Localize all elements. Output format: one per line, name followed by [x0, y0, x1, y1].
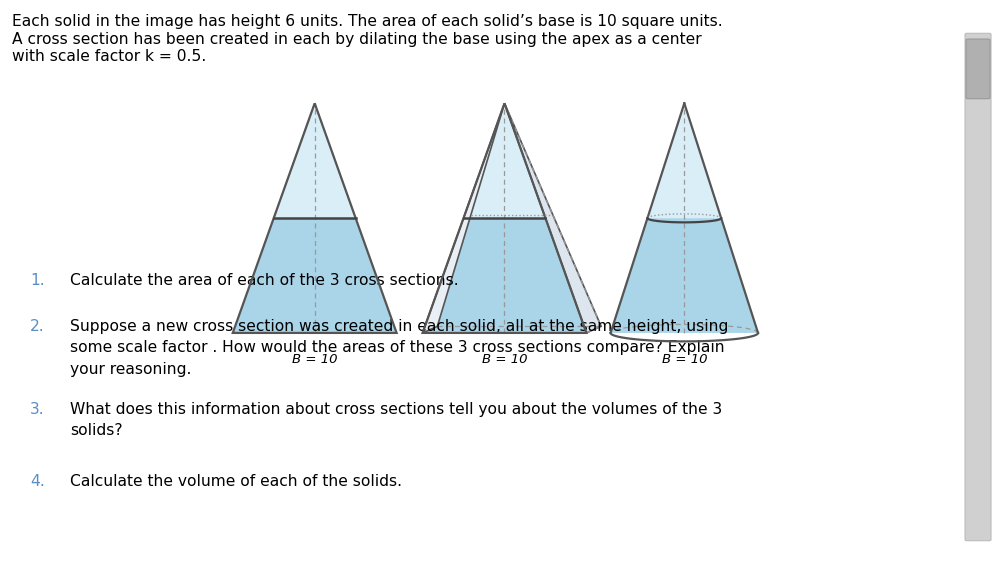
Polygon shape — [423, 218, 586, 333]
Text: Each solid in the image has height 6 units. The area of each solid’s base is 10 : Each solid in the image has height 6 uni… — [12, 14, 722, 29]
Polygon shape — [233, 218, 397, 333]
Polygon shape — [464, 103, 545, 218]
Text: with scale factor k = 0.5.: with scale factor k = 0.5. — [12, 49, 206, 64]
Polygon shape — [647, 103, 721, 218]
Text: 2.: 2. — [30, 319, 45, 333]
Text: B = 10: B = 10 — [661, 353, 707, 366]
FancyBboxPatch shape — [966, 39, 990, 99]
Text: 1.: 1. — [30, 273, 45, 288]
Text: 4.: 4. — [30, 474, 45, 488]
Text: B = 10: B = 10 — [482, 353, 527, 366]
FancyBboxPatch shape — [965, 33, 991, 541]
Text: 3.: 3. — [30, 402, 45, 417]
Text: A cross section has been created in each by dilating the base using the apex as : A cross section has been created in each… — [12, 32, 701, 46]
Polygon shape — [610, 218, 758, 333]
Text: Calculate the area of each of the 3 cross sections.: Calculate the area of each of the 3 cros… — [70, 273, 459, 288]
Polygon shape — [274, 103, 356, 218]
Polygon shape — [423, 103, 504, 333]
Text: B = 10: B = 10 — [292, 353, 338, 366]
Text: Suppose a new cross section was created in each solid, all at the same height, u: Suppose a new cross section was created … — [70, 319, 728, 377]
Text: What does this information about cross sections tell you about the volumes of th: What does this information about cross s… — [70, 402, 722, 439]
Text: Calculate the volume of each of the solids.: Calculate the volume of each of the soli… — [70, 474, 402, 488]
Polygon shape — [504, 103, 601, 333]
